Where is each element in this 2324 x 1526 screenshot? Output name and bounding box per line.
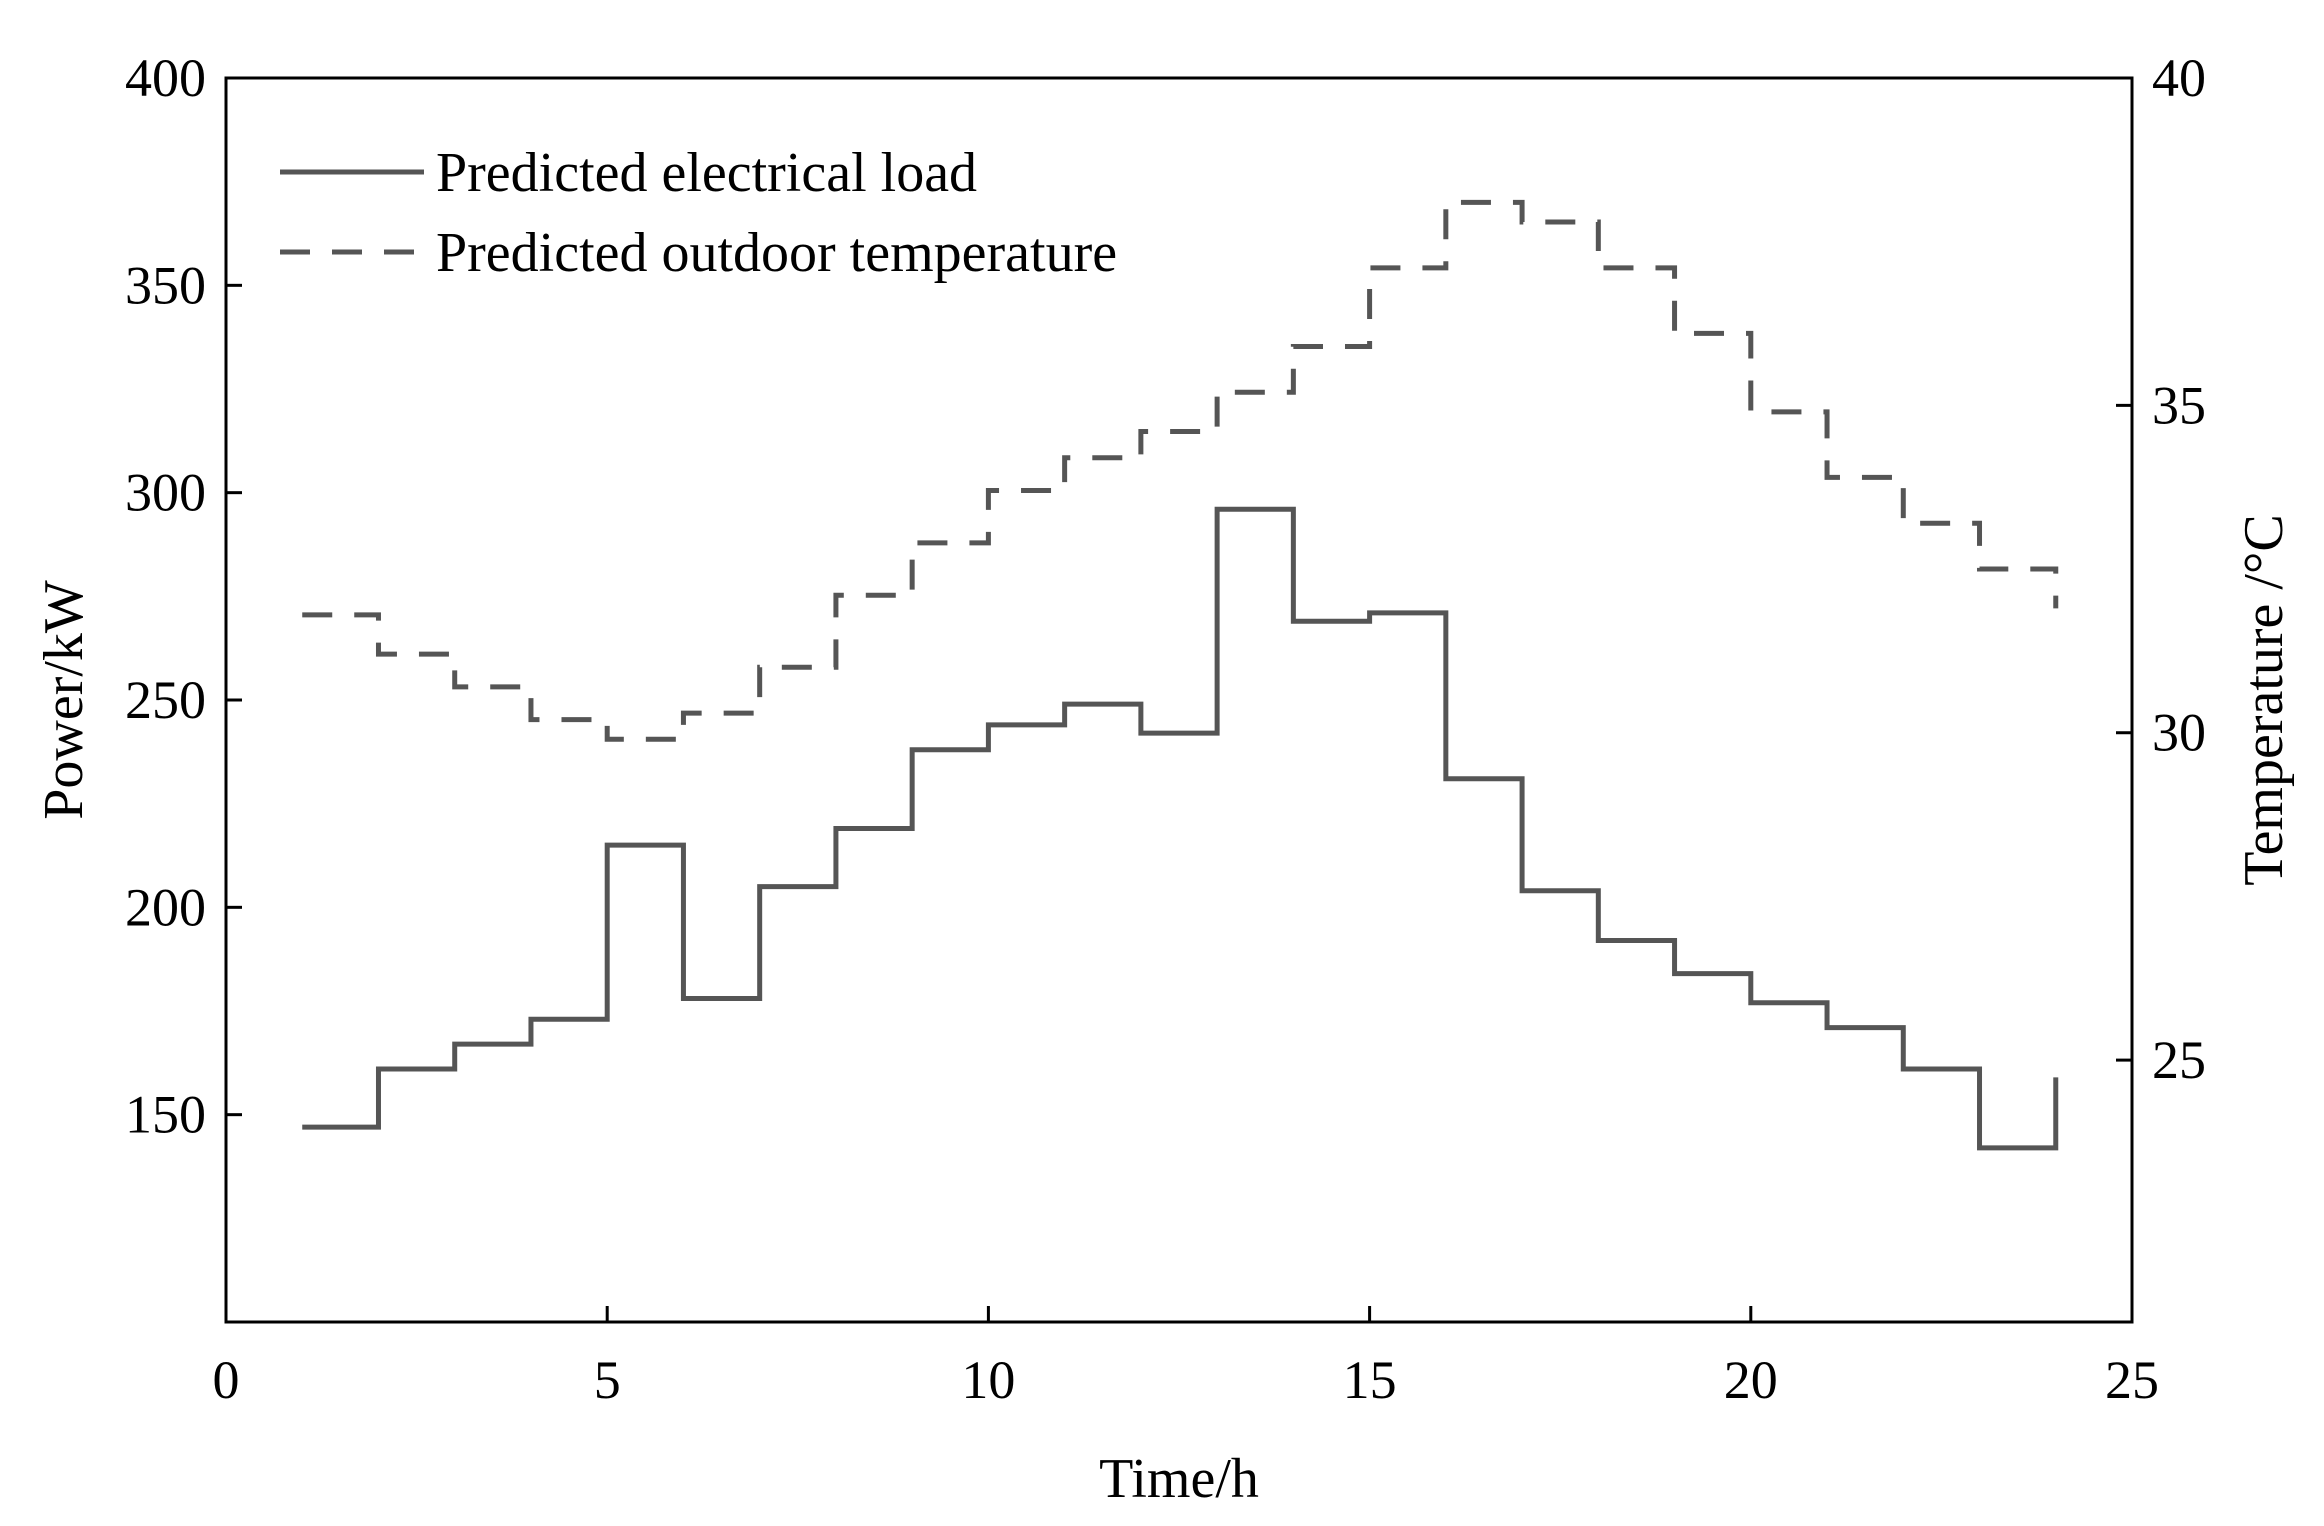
y-tick-label-400: 400 (125, 48, 206, 108)
y-tick-label-250: 250 (125, 670, 206, 730)
y2-tick-label-35: 35 (2152, 375, 2206, 435)
y-tick-label-150: 150 (125, 1085, 206, 1145)
x-tick-label-25: 25 (2105, 1350, 2159, 1410)
y2-tick-label-30: 30 (2152, 703, 2206, 763)
ticks-layer: 0 5 10 15 20 25 150 200 250 300 350 400 25 30 35 40 (125, 48, 2206, 1410)
y-tick-label-350: 350 (125, 255, 206, 315)
x-tick-label-0: 0 (213, 1350, 240, 1410)
y2-tick-label-40: 40 (2152, 48, 2206, 108)
x-tick-label-15: 15 (1343, 1350, 1397, 1410)
x-tick-label-10: 10 (961, 1350, 1015, 1410)
series-line-load (302, 506, 2059, 1151)
y-axis-title: Power/kW (33, 580, 95, 820)
legend-label-temperature: Predicted outdoor temperature (436, 222, 1117, 284)
x-tick-label-5: 5 (594, 1350, 621, 1410)
y-tick-label-300: 300 (125, 463, 206, 523)
y2-axis-title: Temperature /°C (2233, 514, 2295, 885)
x-axis-title: Time/h (1099, 1448, 1259, 1510)
x-tick-label-20: 20 (1724, 1350, 1778, 1410)
series-line-temperature (302, 199, 2059, 742)
series-layer (302, 199, 2059, 1151)
plot-frame (224, 76, 2134, 1324)
legend: Predicted electrical load Predicted outd… (280, 142, 1117, 284)
y2-tick-label-25: 25 (2152, 1030, 2206, 1090)
y-tick-label-200: 200 (125, 877, 206, 937)
legend-label-load: Predicted electrical load (436, 142, 977, 204)
